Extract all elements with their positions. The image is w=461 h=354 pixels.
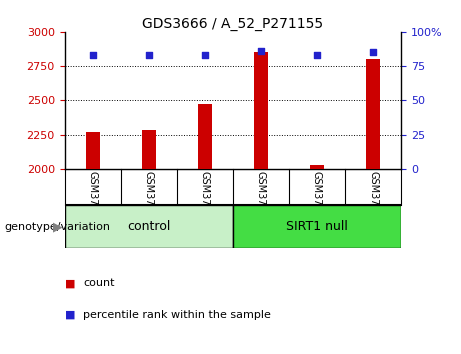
Text: control: control xyxy=(127,220,171,233)
Point xyxy=(369,50,377,55)
Point xyxy=(201,52,208,58)
Text: GSM371989: GSM371989 xyxy=(144,171,154,230)
Text: GSM371992: GSM371992 xyxy=(312,171,322,230)
Bar xyxy=(86,132,100,169)
Text: percentile rank within the sample: percentile rank within the sample xyxy=(83,310,271,320)
Point xyxy=(89,52,96,58)
Bar xyxy=(366,59,380,169)
Bar xyxy=(198,104,212,169)
Text: ■: ■ xyxy=(65,278,75,288)
Bar xyxy=(254,52,268,169)
Text: GSM371993: GSM371993 xyxy=(368,171,378,230)
Text: ▶: ▶ xyxy=(53,220,62,233)
Bar xyxy=(142,130,156,169)
Point xyxy=(145,52,152,58)
Text: GSM371990: GSM371990 xyxy=(200,171,210,230)
Text: GSM371988: GSM371988 xyxy=(88,171,98,230)
Title: GDS3666 / A_52_P271155: GDS3666 / A_52_P271155 xyxy=(142,17,323,31)
Text: ■: ■ xyxy=(65,310,75,320)
Point xyxy=(257,48,265,54)
Text: GSM371991: GSM371991 xyxy=(256,171,266,230)
Point xyxy=(313,52,321,58)
Bar xyxy=(233,205,401,248)
Text: SIRT1 null: SIRT1 null xyxy=(286,220,348,233)
Text: count: count xyxy=(83,278,114,288)
Bar xyxy=(65,205,233,248)
Text: genotype/variation: genotype/variation xyxy=(5,222,111,232)
Bar xyxy=(310,165,324,169)
